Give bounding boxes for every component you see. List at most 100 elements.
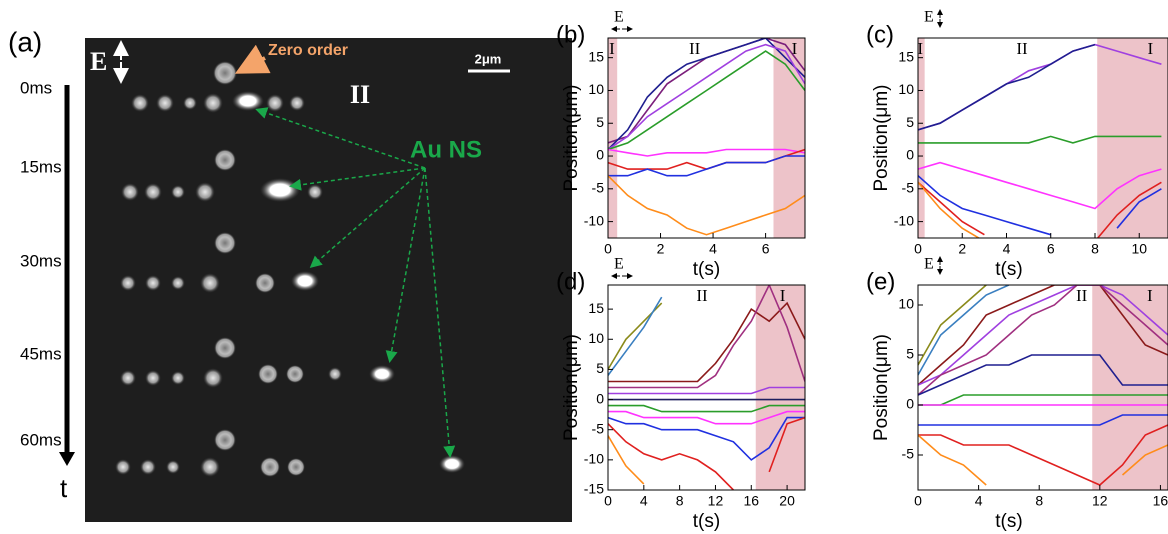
series-line [608,416,805,490]
series-line [608,302,663,370]
y-tick-label: 0 [906,396,914,412]
time-axis-label: t [60,473,68,503]
series-line [918,285,1168,396]
x-tick-label: 8 [676,493,684,509]
plot-frame [607,37,806,239]
y-axis-label: Position(μm) [871,84,892,191]
y-tick-label: 0 [596,390,604,406]
series-line [918,181,1162,238]
time-label: 15ms [20,157,62,176]
region-label: II [689,39,701,58]
field-label: E [614,256,624,273]
panel-label: (d) [556,268,585,295]
y-tick-label: 15 [588,48,604,64]
y-axis-label: Position(μm) [561,334,582,441]
plot-frame [917,37,1168,239]
x-tick-label: 4 [640,493,648,509]
y-axis-label: Position(μm) [561,84,582,191]
plot-frame [607,284,806,491]
series-line [608,38,805,151]
x-tick-label: 0 [604,241,612,257]
y-tick-label: -5 [592,180,605,196]
x-tick-label: 0 [604,493,612,509]
series-line [918,161,1162,210]
zero-order-arrow [234,44,271,74]
y-tick-label: -5 [902,180,915,196]
series-line [608,301,805,383]
x-tick-label: 20 [779,493,795,509]
time-label: 0ms [20,78,52,97]
region-label: II [696,286,708,305]
series-line [608,50,805,151]
series-line [918,434,1168,486]
plot-area [918,38,1168,238]
field-label: E [924,9,934,26]
x-axis-label: t(s) [995,511,1022,532]
series-line [918,135,1162,144]
x-tick-label: 2 [958,241,966,257]
time-label: 30ms [20,251,62,270]
y-tick-label: 15 [898,48,914,64]
region-label: I [917,39,923,58]
x-axis-label: t(s) [693,511,720,532]
x-tick-label: 0 [914,493,922,509]
y-tick-label: -10 [894,212,914,228]
series-line [918,414,1168,426]
x-tick-label: 6 [762,241,770,257]
y-tick-label: -10 [584,451,604,467]
region-label: I [609,39,615,58]
series-line [918,285,1168,386]
x-tick-label: 4 [1003,241,1011,257]
shaded-region [1092,285,1168,490]
y-axis-label: Position(μm) [871,334,892,441]
shaded-region [1097,38,1168,238]
image-panel: (a) E Zero order 2μm II Au NS [8,26,572,522]
series-line [918,285,1010,376]
plot-frame [917,284,1168,491]
x-tick-label: 16 [743,493,759,509]
series-line [918,43,1096,131]
shaded-region [608,38,618,238]
y-tick-label: 10 [898,81,914,97]
series-line [608,175,805,236]
series-line [918,285,987,366]
particle-arrows [255,107,456,458]
y-tick-label: 10 [588,81,604,97]
x-tick-label: 8 [1035,493,1043,509]
y-tick-label: 0 [906,147,914,163]
series-line [918,424,1168,486]
x-tick-label: 16 [1153,493,1168,509]
series-line [608,43,805,151]
series-line [608,404,805,413]
field-label: E [90,47,107,76]
y-tick-label: 0 [596,147,604,163]
series-line [918,285,1168,386]
shaded-region [773,38,805,238]
series-line [918,181,981,238]
y-tick-label: 10 [898,296,914,312]
particle-label: Au NS [410,136,482,163]
series-line [608,386,805,395]
x-tick-label: 8 [1091,241,1099,257]
plot-area [608,285,805,490]
x-tick-label: 6 [1047,241,1055,257]
region-label: II [1016,39,1028,58]
micrograph [85,38,572,522]
panel-label: (e) [866,268,895,295]
x-tick-label: 4 [709,241,717,257]
time-label: 45ms [20,344,62,363]
series-line [608,416,805,461]
x-tick-label: 4 [975,493,983,509]
y-tick-label: -5 [902,446,915,462]
y-tick-label: 5 [596,360,604,376]
scale-bar-label: 2μm [475,51,502,66]
y-tick-label: 5 [906,114,914,130]
x-axis-label: t(s) [693,259,720,280]
series-line [608,296,663,376]
series-line [918,394,1168,406]
x-tick-label: 0 [914,241,922,257]
panel-label: (c) [866,21,894,48]
